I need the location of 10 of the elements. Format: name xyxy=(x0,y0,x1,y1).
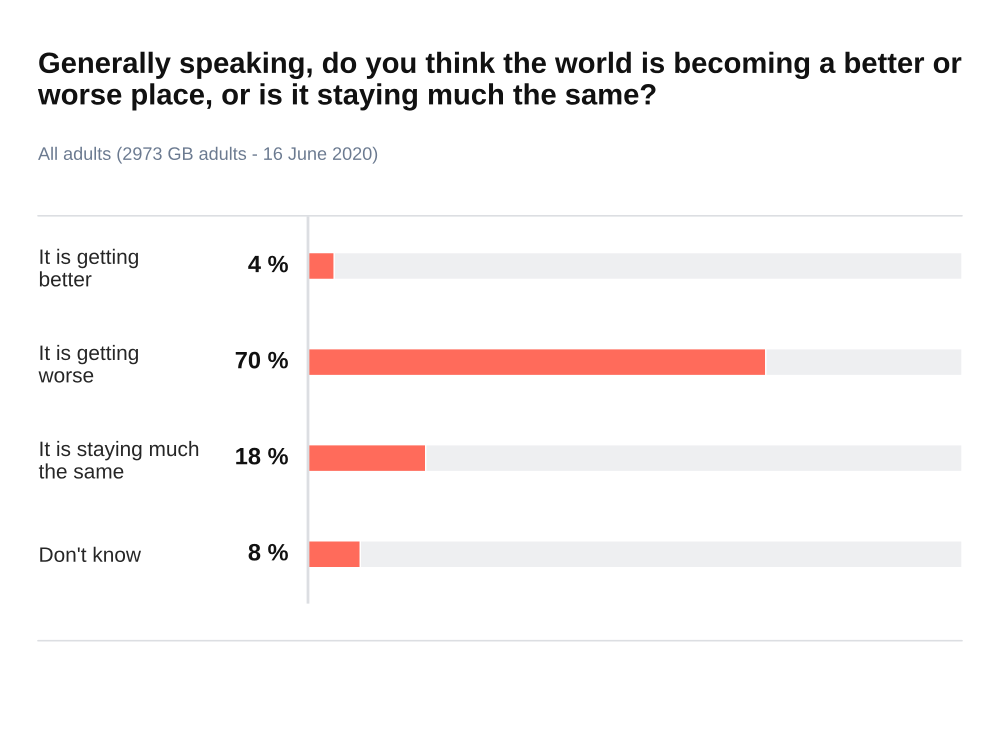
data-label: 4 % xyxy=(248,256,288,272)
y-tick-label: It is staying much the same xyxy=(38,440,198,479)
chart-title: Generally speaking, do you think the world is becoming a better or worse place, or is it staying much the same? xyxy=(38,52,962,111)
y-tick-label: Don't know xyxy=(40,546,142,562)
chart-subtitle: All adults (2973 GB adults - 16 June 2020) xyxy=(38,146,378,164)
data-label: 18 % xyxy=(236,448,288,465)
y-tick-label: It is getting worse xyxy=(38,344,138,383)
data-label: 70 % xyxy=(236,352,288,368)
y-tick-label: It is getting better xyxy=(40,248,138,287)
data-label: 8 % xyxy=(248,544,288,561)
